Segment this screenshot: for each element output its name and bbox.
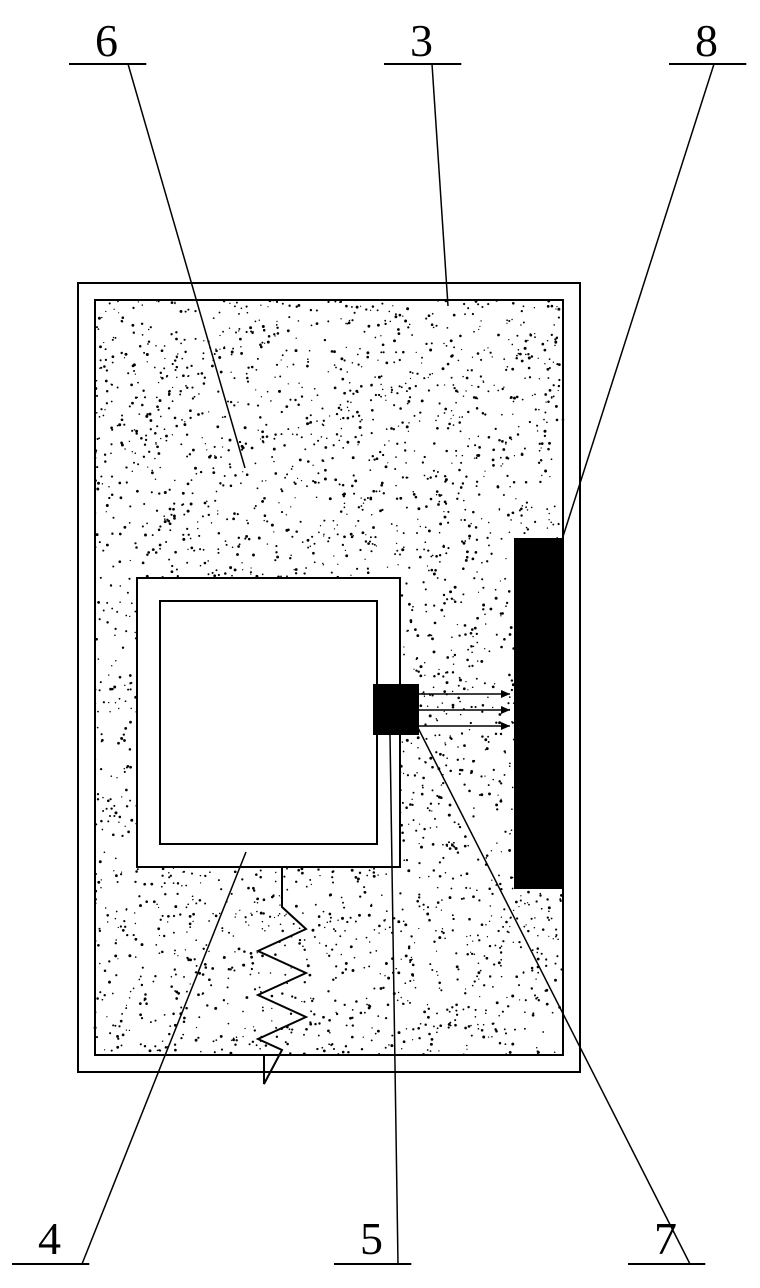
callout-label-5: 5 — [360, 1212, 383, 1265]
callout-label-6: 6 — [95, 14, 118, 67]
diagram-svg — [0, 0, 760, 1288]
callout-label-3: 3 — [410, 14, 433, 67]
diagram-stage: 6 3 8 4 5 7 — [0, 0, 760, 1288]
callout-label-7: 7 — [654, 1212, 677, 1265]
detector-strip — [514, 538, 563, 889]
callout-label-4: 4 — [38, 1212, 61, 1265]
callout-label-8: 8 — [695, 14, 718, 67]
emitter-block — [373, 684, 419, 735]
